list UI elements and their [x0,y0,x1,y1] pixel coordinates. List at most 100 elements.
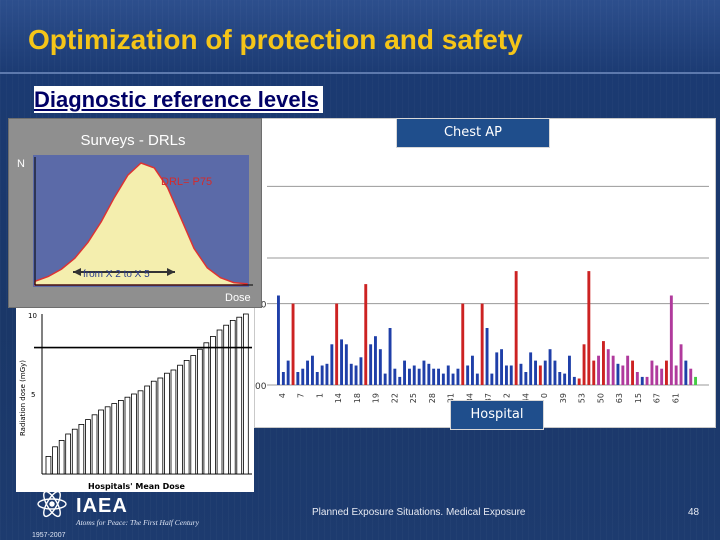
main-bar [296,372,300,385]
main-bar [408,368,411,385]
hosp-bar [85,419,91,475]
main-bar [524,372,528,385]
main-bar [640,376,644,385]
main-bar [325,363,329,385]
main-y-tick-label: 00 [255,382,267,392]
main-bar [514,271,518,385]
main-bar [669,295,673,385]
main-x-tick-label: 34 [465,393,474,403]
hosp-bar [190,355,197,475]
iaea-logo: IAEA Atoms for Peace: The First Half Cen… [32,490,200,538]
main-x-tick-label: 15 [634,393,643,403]
hosp-bar [111,403,118,475]
main-bar [388,328,392,385]
main-bar [378,349,382,385]
hosp-bar [144,385,150,475]
main-bar [689,368,693,385]
main-bar [475,373,479,385]
logo-name: IAEA [76,495,128,517]
main-bar [519,363,523,385]
main-bar [577,378,581,385]
main-bar-chart: 5000471141819222528313437244039535063156… [254,118,716,428]
logo-tagline: Atoms for Peace: The First Half Century [75,518,200,527]
hosp-bar [210,335,216,475]
main-bar [655,365,659,385]
main-bar [349,363,353,385]
main-x-tick-label: 39 [559,393,568,403]
main-bar [631,360,634,385]
main-x-tick-label: 19 [372,393,381,403]
survey-drl-chart: Surveys - DRLs N DRL= P75 from X 2 to X 5 Do… [8,118,262,308]
main-bar [529,352,533,385]
hosp-bar [170,369,177,475]
main-bar [364,284,368,385]
main-bar [286,360,290,385]
main-bar [354,365,358,385]
main-bar [621,365,625,385]
main-x-tick-label: 1 [316,393,325,398]
main-bar [509,365,513,385]
main-bar [281,372,285,385]
main-x-tick-label: 61 [671,393,680,403]
main-x-tick-label: 2 [503,393,512,398]
hosp-bar [52,446,58,475]
main-x-tick-label: 67 [653,393,662,403]
main-bar [694,376,697,385]
atom-icon [37,490,67,518]
main-bar [359,357,363,385]
survey-drl-annotation: DRL= P75 [161,176,212,188]
hosp-bar [157,377,164,475]
survey-chart-svg: Surveys - DRLs N DRL= P75 from X 2 to X 5 Do… [17,132,253,304]
survey-range-annotation: from X 2 to X 5 [83,269,150,280]
main-bar [660,368,664,385]
hosp-bar [91,414,98,475]
page-number: 48 [688,507,700,518]
main-bar [301,368,305,385]
hosp-bar [236,316,243,475]
main-x-tick-label: 22 [390,393,399,403]
main-bar [441,373,445,385]
main-bar [315,372,319,385]
main-bar [461,303,465,385]
logo-years: 1957-2007 [32,532,66,538]
main-bar [553,360,557,385]
main-bar [340,339,343,385]
hosp-y-tick-label: 10 [28,312,37,320]
hosp-x-axis-label: Hospitals' Mean Dose [88,482,186,491]
main-bar [291,303,295,385]
main-x-tick-label: 37 [484,393,493,403]
hosp-bar [242,313,249,475]
main-bar [635,372,639,385]
hosp-bar [177,364,183,475]
main-bar [490,373,494,385]
main-bar [495,352,499,385]
main-bar [558,372,562,385]
hosp-bar [150,380,157,475]
main-bar [572,376,576,385]
hosp-bar [78,424,85,475]
main-bar [538,365,542,385]
footer-text: Planned Exposure Situations. Medical Exp… [312,507,526,518]
hospitals-chart-svg: 10 5 Radiation dose (mGy) Hospitals' Mean D… [19,312,252,491]
main-bar [398,376,402,385]
survey-title: Surveys - DRLs [80,132,185,149]
main-bar [374,336,377,385]
hosp-bar [118,400,124,475]
main-bar [534,360,537,385]
main-bar [645,376,649,385]
main-x-tick-label: 14 [334,393,343,403]
main-bar [311,355,314,385]
main-bar [568,355,571,385]
main-bar [602,341,605,385]
main-bar [665,360,668,385]
main-chart-svg: 5000471141819222528313437244039535063156… [255,185,709,403]
hosp-bar [71,428,78,475]
main-bar [306,360,309,385]
hosp-bar [183,360,190,475]
main-bar [582,344,586,385]
main-bar [456,368,460,385]
hosp-bar [58,439,65,475]
main-x-tick-label: 53 [578,393,587,403]
main-bar [412,365,416,385]
main-bar [650,360,654,385]
